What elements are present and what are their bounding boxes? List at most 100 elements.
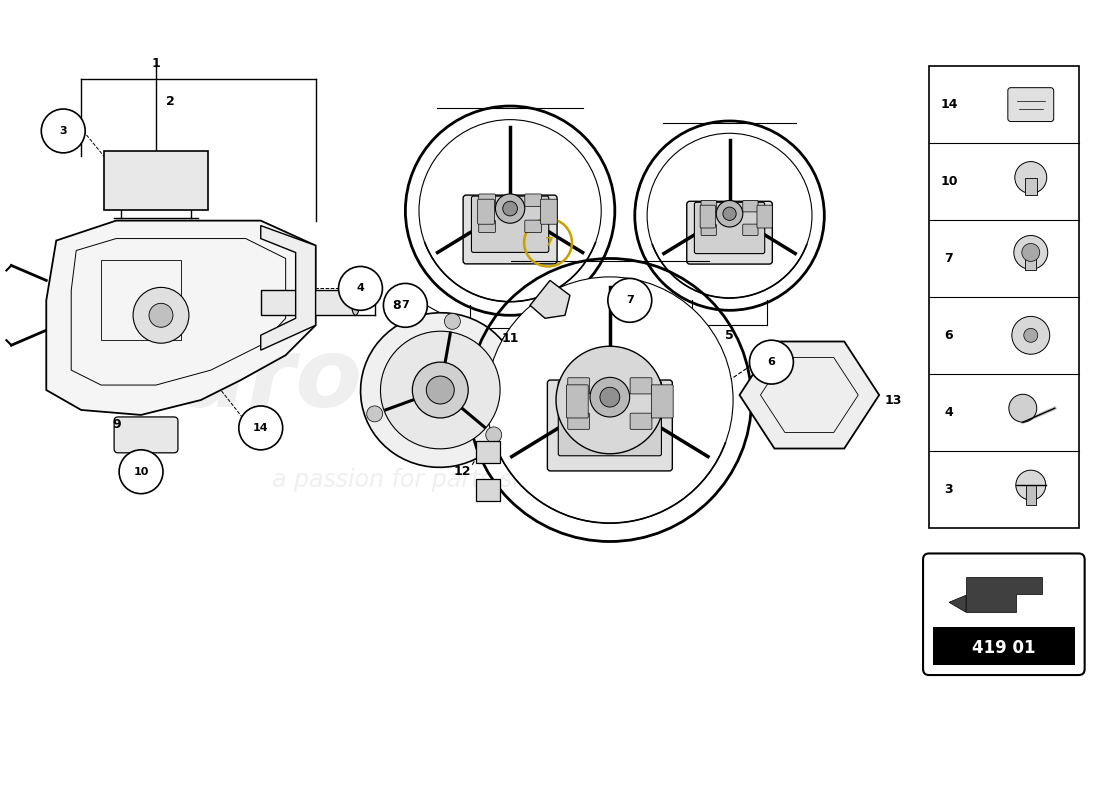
Circle shape bbox=[239, 406, 283, 450]
Circle shape bbox=[384, 283, 427, 327]
Circle shape bbox=[412, 362, 469, 418]
Text: a passion for parts since 1985: a passion for parts since 1985 bbox=[272, 468, 629, 492]
FancyBboxPatch shape bbox=[686, 202, 772, 264]
FancyBboxPatch shape bbox=[742, 201, 758, 212]
Text: 11: 11 bbox=[502, 332, 519, 345]
Circle shape bbox=[716, 201, 742, 227]
FancyBboxPatch shape bbox=[1008, 88, 1054, 122]
Text: 8: 8 bbox=[392, 299, 400, 312]
Text: 6: 6 bbox=[945, 329, 954, 342]
FancyBboxPatch shape bbox=[472, 196, 549, 253]
Text: 7: 7 bbox=[626, 295, 634, 306]
Circle shape bbox=[495, 194, 525, 223]
Circle shape bbox=[419, 120, 602, 302]
Circle shape bbox=[366, 406, 383, 422]
Text: 7: 7 bbox=[402, 300, 409, 310]
FancyBboxPatch shape bbox=[701, 224, 716, 235]
FancyBboxPatch shape bbox=[548, 380, 672, 471]
FancyBboxPatch shape bbox=[114, 417, 178, 453]
Circle shape bbox=[556, 346, 663, 454]
Circle shape bbox=[1024, 328, 1037, 342]
FancyBboxPatch shape bbox=[630, 378, 652, 394]
Polygon shape bbox=[949, 595, 966, 612]
Text: 9: 9 bbox=[112, 418, 121, 431]
FancyBboxPatch shape bbox=[476, 441, 501, 462]
Circle shape bbox=[647, 134, 812, 298]
FancyBboxPatch shape bbox=[478, 194, 495, 206]
Circle shape bbox=[1014, 235, 1047, 270]
Text: eurospares: eurospares bbox=[113, 334, 728, 426]
Text: 6: 6 bbox=[768, 357, 776, 367]
Polygon shape bbox=[530, 281, 570, 318]
Circle shape bbox=[486, 427, 502, 443]
FancyBboxPatch shape bbox=[540, 199, 558, 224]
Circle shape bbox=[42, 109, 85, 153]
Circle shape bbox=[339, 266, 383, 310]
FancyBboxPatch shape bbox=[525, 194, 541, 206]
Circle shape bbox=[427, 376, 454, 404]
Text: 7: 7 bbox=[543, 236, 552, 249]
FancyBboxPatch shape bbox=[568, 413, 590, 430]
Circle shape bbox=[133, 287, 189, 343]
Text: 13: 13 bbox=[884, 394, 902, 406]
FancyBboxPatch shape bbox=[566, 385, 588, 418]
Bar bbox=[933, 627, 1075, 665]
Bar bbox=[930, 66, 1079, 527]
Text: 4: 4 bbox=[356, 283, 364, 294]
Polygon shape bbox=[261, 290, 355, 315]
Circle shape bbox=[749, 340, 793, 384]
FancyBboxPatch shape bbox=[568, 378, 590, 394]
Text: 3: 3 bbox=[59, 126, 67, 136]
FancyBboxPatch shape bbox=[630, 413, 652, 430]
FancyBboxPatch shape bbox=[478, 220, 495, 233]
Ellipse shape bbox=[381, 331, 500, 449]
FancyBboxPatch shape bbox=[525, 220, 541, 233]
FancyBboxPatch shape bbox=[757, 205, 772, 228]
Circle shape bbox=[1009, 394, 1037, 422]
FancyBboxPatch shape bbox=[559, 381, 661, 456]
Text: 10: 10 bbox=[940, 175, 958, 188]
FancyBboxPatch shape bbox=[694, 202, 764, 254]
Text: 5: 5 bbox=[725, 329, 734, 342]
Circle shape bbox=[503, 202, 517, 216]
FancyBboxPatch shape bbox=[104, 151, 208, 210]
Polygon shape bbox=[739, 342, 879, 449]
Circle shape bbox=[1015, 162, 1047, 194]
Circle shape bbox=[119, 450, 163, 494]
Text: 14: 14 bbox=[940, 98, 958, 111]
FancyBboxPatch shape bbox=[742, 224, 758, 235]
Circle shape bbox=[486, 277, 733, 523]
Text: 7: 7 bbox=[945, 252, 954, 265]
Circle shape bbox=[590, 378, 629, 417]
Circle shape bbox=[1012, 316, 1049, 354]
Bar bbox=[1026, 485, 1036, 505]
FancyBboxPatch shape bbox=[651, 385, 673, 418]
Text: 419 01: 419 01 bbox=[972, 639, 1035, 658]
Circle shape bbox=[600, 387, 619, 407]
FancyBboxPatch shape bbox=[700, 205, 715, 228]
FancyBboxPatch shape bbox=[463, 195, 557, 264]
Circle shape bbox=[1015, 470, 1046, 500]
FancyBboxPatch shape bbox=[923, 554, 1085, 675]
Circle shape bbox=[444, 314, 461, 330]
Ellipse shape bbox=[352, 290, 360, 315]
Text: 4: 4 bbox=[945, 406, 954, 418]
FancyBboxPatch shape bbox=[701, 201, 716, 212]
Text: 2: 2 bbox=[166, 94, 175, 107]
FancyBboxPatch shape bbox=[477, 199, 494, 224]
Polygon shape bbox=[966, 578, 1042, 612]
Ellipse shape bbox=[361, 313, 520, 467]
Polygon shape bbox=[261, 226, 316, 350]
Polygon shape bbox=[46, 221, 316, 415]
Text: 12: 12 bbox=[453, 466, 471, 478]
Text: 10: 10 bbox=[133, 466, 148, 477]
Text: 14: 14 bbox=[253, 423, 268, 433]
Circle shape bbox=[148, 303, 173, 327]
Bar bbox=[1025, 178, 1037, 195]
Circle shape bbox=[723, 207, 736, 220]
Text: 1: 1 bbox=[152, 57, 161, 70]
FancyBboxPatch shape bbox=[476, 478, 501, 501]
Circle shape bbox=[608, 278, 651, 322]
Circle shape bbox=[1022, 243, 1040, 262]
Text: 3: 3 bbox=[945, 482, 954, 496]
